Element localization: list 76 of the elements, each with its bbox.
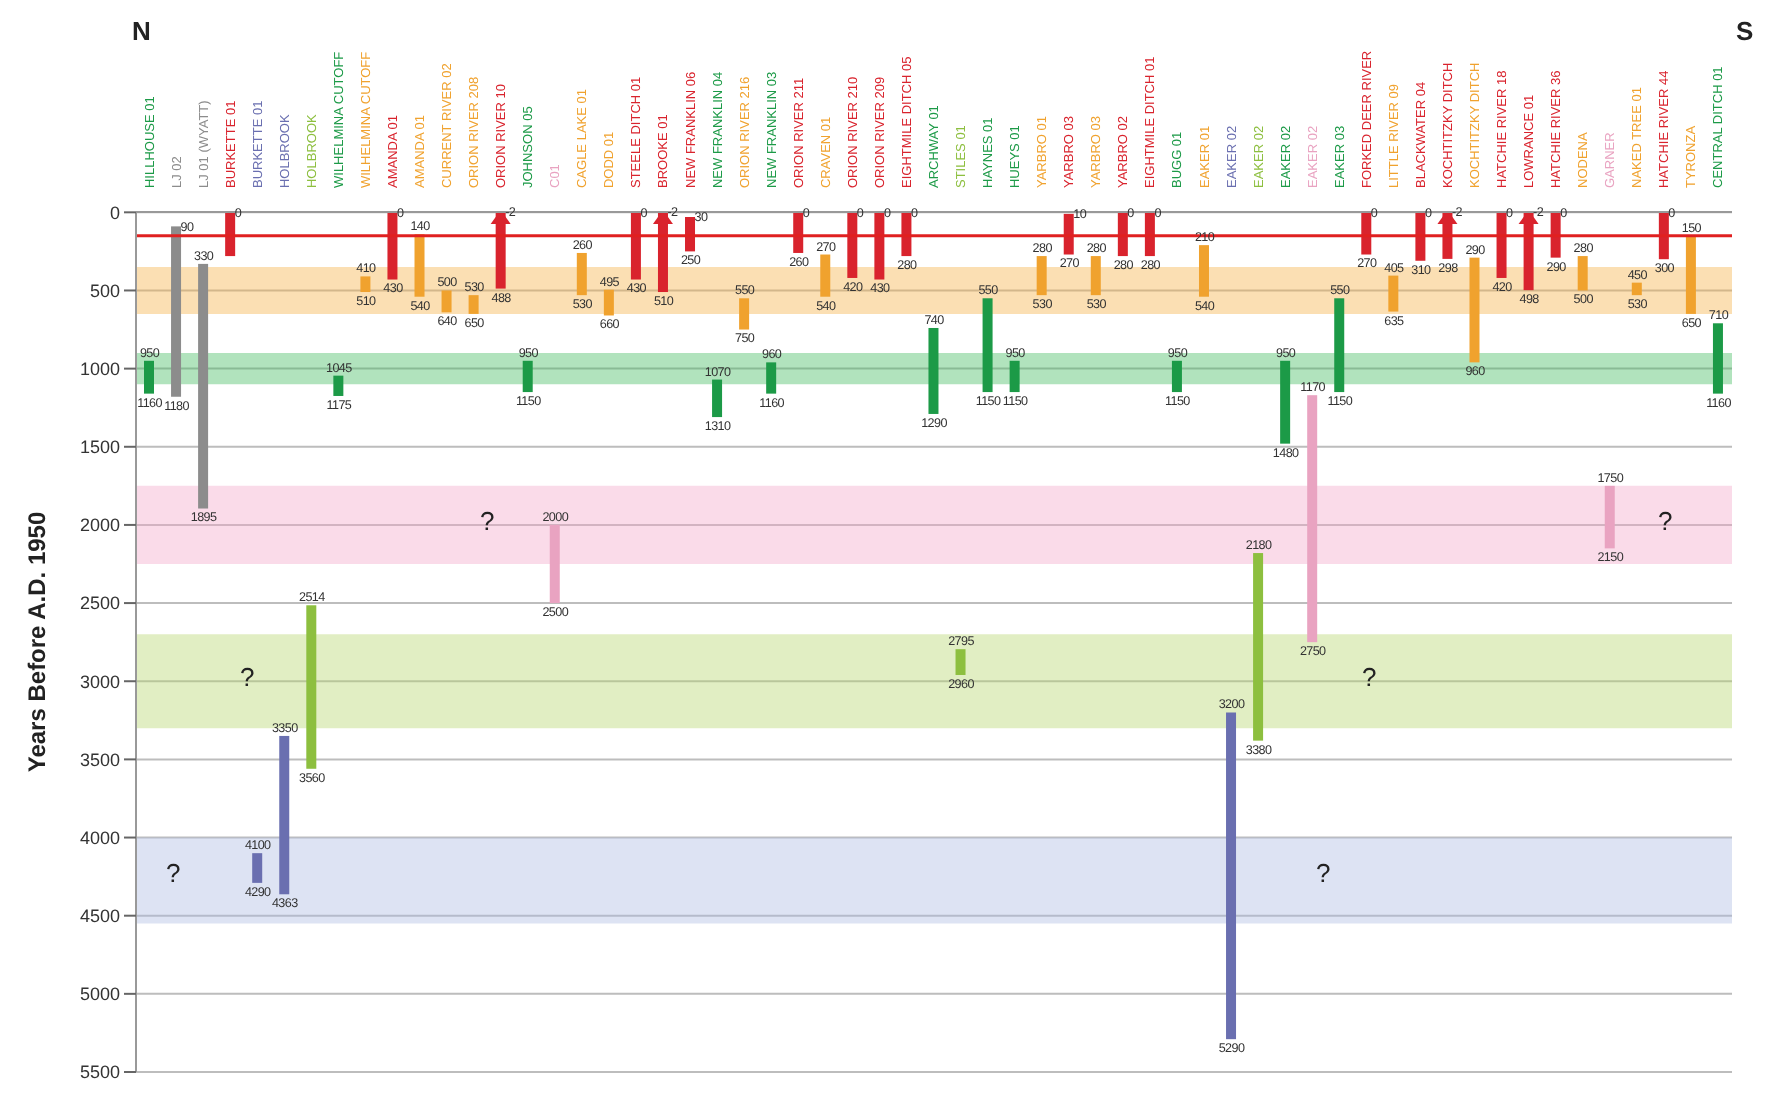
y-tick-label: 5000 bbox=[79, 984, 120, 1005]
y-tick-label: 4000 bbox=[79, 827, 120, 848]
text: N bbox=[132, 16, 151, 46]
bar bbox=[252, 853, 263, 883]
y-tick-label: 1000 bbox=[79, 359, 120, 380]
text: S bbox=[1736, 16, 1754, 46]
y-tick-label: 2000 bbox=[79, 515, 120, 536]
bar bbox=[360, 276, 371, 293]
bar bbox=[1226, 712, 1237, 1040]
bar bbox=[820, 254, 831, 297]
bar bbox=[1036, 256, 1047, 296]
annotation: ? bbox=[1362, 662, 1377, 692]
bar bbox=[928, 327, 939, 414]
bar bbox=[901, 212, 912, 257]
bar bbox=[1171, 360, 1182, 393]
bar bbox=[1496, 212, 1507, 278]
bar bbox=[1415, 212, 1426, 261]
bar bbox=[630, 212, 641, 280]
bar bbox=[1469, 257, 1480, 363]
y-axis-title: Years Before A.D. 1950 bbox=[22, 511, 51, 773]
y-tick-label: 500 bbox=[89, 280, 120, 301]
bar bbox=[1144, 212, 1155, 257]
bar bbox=[1117, 212, 1128, 257]
bar bbox=[441, 290, 452, 313]
bar bbox=[1388, 275, 1399, 312]
bar bbox=[549, 524, 560, 604]
bar bbox=[306, 605, 317, 769]
bar bbox=[982, 298, 993, 393]
bar bbox=[1658, 212, 1669, 260]
bar bbox=[847, 212, 858, 278]
bar bbox=[1550, 212, 1561, 258]
bar bbox=[1577, 256, 1588, 291]
annotation: ? bbox=[240, 662, 255, 692]
bar bbox=[576, 252, 587, 296]
bar bbox=[387, 212, 398, 280]
y-tick-label: 3500 bbox=[79, 749, 120, 770]
bar bbox=[1009, 360, 1020, 393]
y-tick-label: 2500 bbox=[79, 593, 120, 614]
annotation: ? bbox=[1658, 506, 1673, 536]
bar bbox=[225, 212, 236, 257]
bar bbox=[414, 234, 425, 297]
bar bbox=[1090, 256, 1101, 296]
annotation: ? bbox=[480, 506, 495, 536]
bar bbox=[1198, 245, 1209, 297]
bar bbox=[603, 289, 614, 316]
bar bbox=[522, 360, 533, 393]
bar bbox=[1063, 213, 1074, 255]
bar bbox=[793, 212, 804, 253]
bar bbox=[1685, 235, 1696, 314]
bar bbox=[468, 295, 479, 314]
bar bbox=[333, 375, 344, 396]
y-tick-label: 4500 bbox=[79, 906, 120, 927]
bar bbox=[279, 735, 290, 895]
y-tick-label: 3000 bbox=[79, 671, 120, 692]
bar bbox=[712, 379, 723, 418]
bar bbox=[1307, 395, 1318, 643]
bar bbox=[144, 360, 154, 394]
y-tick-label: 5500 bbox=[79, 1062, 120, 1083]
bar bbox=[1712, 323, 1723, 394]
bar bbox=[766, 362, 777, 394]
annotation: ? bbox=[166, 858, 181, 888]
bar bbox=[198, 263, 209, 509]
bar bbox=[1604, 485, 1615, 549]
bar bbox=[1631, 282, 1642, 296]
bar bbox=[739, 298, 750, 330]
bar bbox=[171, 226, 182, 397]
y-tick-label: 0 bbox=[109, 202, 120, 223]
bar bbox=[955, 649, 966, 675]
bar bbox=[1280, 360, 1291, 444]
bar bbox=[685, 217, 696, 252]
bar bbox=[874, 212, 885, 280]
annotation: ? bbox=[1316, 858, 1331, 888]
bar bbox=[1253, 553, 1264, 741]
bar bbox=[1334, 298, 1345, 393]
bar bbox=[1361, 212, 1372, 255]
y-tick-label: 1500 bbox=[79, 437, 120, 458]
